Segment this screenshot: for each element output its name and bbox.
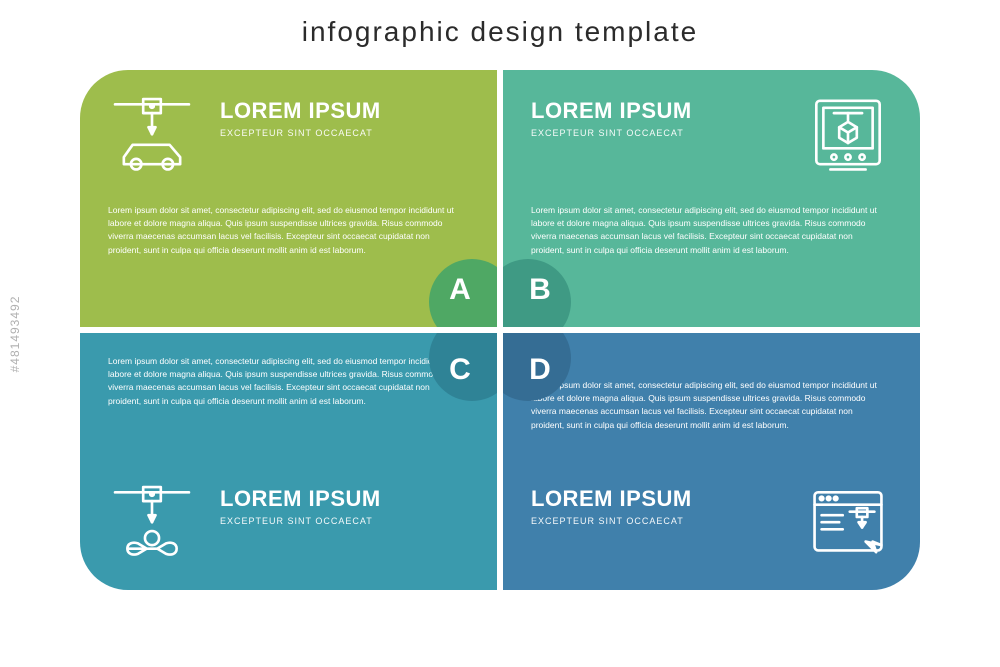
panel-a-header: LOREM IPSUM EXCEPTEUR SINT OCCAECAT [108, 92, 469, 180]
panel-d-body: Lorem ipsum dolor sit amet, consectetur … [531, 379, 881, 432]
printer-browser-icon [804, 480, 892, 568]
panel-a-heading-block: LOREM IPSUM EXCEPTEUR SINT OCCAECAT [220, 92, 469, 138]
panel-a-heading: LOREM IPSUM [220, 98, 469, 124]
panel-b-letter: B [529, 273, 551, 307]
page-title: infographic design template [0, 16, 1000, 48]
panel-b-subheading: EXCEPTEUR SINT OCCAECAT [531, 128, 780, 138]
panel-c-heading-block: LOREM IPSUM EXCEPTEUR SINT OCCAECAT [220, 480, 469, 526]
printer-wrench-icon [108, 480, 196, 568]
panel-c-body: Lorem ipsum dolor sit amet, consectetur … [108, 355, 458, 408]
panel-c-subheading: EXCEPTEUR SINT OCCAECAT [220, 516, 469, 526]
panel-b: LOREM IPSUM EXCEPTEUR SINT OCCAECAT Lore… [503, 70, 920, 327]
watermark-text: #481493492 [8, 295, 22, 372]
panel-a: LOREM IPSUM EXCEPTEUR SINT OCCAECAT Lore… [80, 70, 497, 327]
panel-d-heading: LOREM IPSUM [531, 486, 780, 512]
panel-b-header: LOREM IPSUM EXCEPTEUR SINT OCCAECAT [531, 92, 892, 180]
panel-c: Lorem ipsum dolor sit amet, consectetur … [80, 333, 497, 590]
panel-c-letter: C [449, 353, 471, 387]
panel-b-letter-badge: B [503, 259, 571, 327]
panel-a-body: Lorem ipsum dolor sit amet, consectetur … [108, 204, 458, 257]
panel-c-heading: LOREM IPSUM [220, 486, 469, 512]
infographic-grid: LOREM IPSUM EXCEPTEUR SINT OCCAECAT Lore… [80, 70, 920, 590]
panel-d-header: LOREM IPSUM EXCEPTEUR SINT OCCAECAT [531, 480, 892, 568]
printer-cube-icon [804, 92, 892, 180]
panel-a-subheading: EXCEPTEUR SINT OCCAECAT [220, 128, 469, 138]
panel-a-letter: A [449, 273, 471, 307]
panel-b-heading-block: LOREM IPSUM EXCEPTEUR SINT OCCAECAT [531, 92, 780, 138]
panel-d-letter: D [529, 353, 551, 387]
panel-d: Lorem ipsum dolor sit amet, consectetur … [503, 333, 920, 590]
panel-b-heading: LOREM IPSUM [531, 98, 780, 124]
panel-a-letter-badge: A [429, 259, 497, 327]
panel-c-header: LOREM IPSUM EXCEPTEUR SINT OCCAECAT [108, 480, 469, 568]
panel-d-heading-block: LOREM IPSUM EXCEPTEUR SINT OCCAECAT [531, 480, 780, 526]
panel-d-subheading: EXCEPTEUR SINT OCCAECAT [531, 516, 780, 526]
panel-b-body: Lorem ipsum dolor sit amet, consectetur … [531, 204, 881, 257]
printer-car-icon [108, 92, 196, 180]
